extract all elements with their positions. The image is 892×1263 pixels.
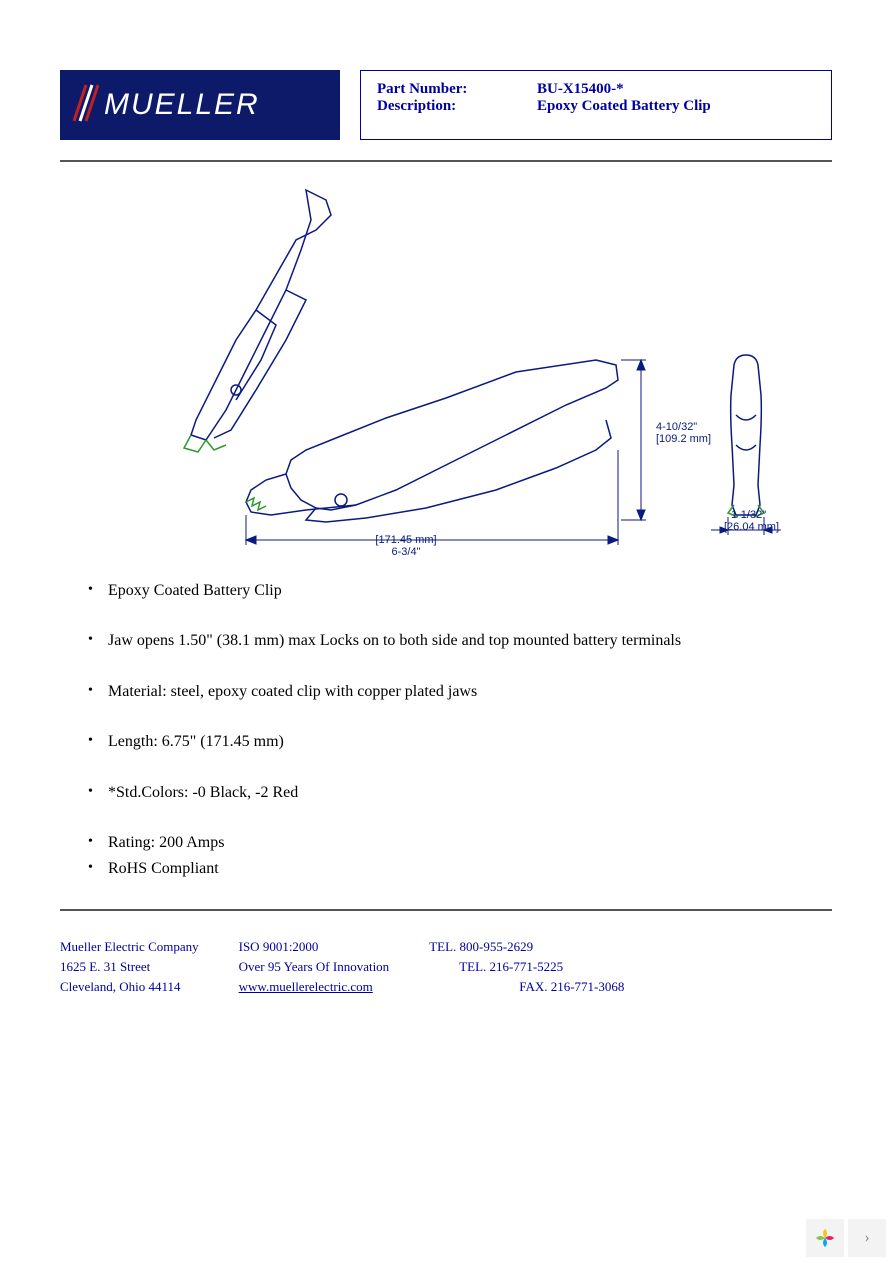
logo-text: MUELLER — [104, 88, 260, 122]
dim-length-in: 6-3/4" — [392, 546, 421, 558]
spec-item: Jaw opens 1.50" (38.1 mm) max Locks on t… — [80, 630, 812, 652]
widget-logo-icon[interactable] — [806, 1219, 844, 1257]
description-label: Description: — [377, 98, 537, 115]
dim-length-mm: [171.45 mm] — [375, 534, 436, 546]
spec-item: Length: 6.75" (171.45 mm) — [80, 731, 812, 753]
chevron-right-icon: › — [864, 1229, 869, 1247]
spec-item: Rating: 200 Amps — [80, 832, 812, 854]
divider-top — [60, 160, 832, 162]
spec-item: *Std.Colors: -0 Black, -2 Red — [80, 782, 812, 804]
tagline: Over 95 Years Of Innovation — [239, 959, 390, 975]
tel-2: TEL. 216-771-5225 — [429, 959, 624, 975]
part-number-label: Part Number: — [377, 81, 537, 98]
spec-item: RoHS Compliant — [80, 858, 812, 880]
header-row: MUELLER Part Number: BU-X15400-* Descrip… — [60, 70, 832, 140]
website-link[interactable]: www.muellerelectric.com — [239, 979, 390, 995]
specifications-list: Epoxy Coated Battery Clip Jaw opens 1.50… — [60, 580, 832, 881]
fax: FAX. 216-771-3068 — [429, 979, 624, 995]
address-line1: 1625 E. 31 Street — [60, 959, 199, 975]
description-value: Epoxy Coated Battery Clip — [537, 98, 711, 115]
footer-address: Mueller Electric Company 1625 E. 31 Stre… — [60, 939, 199, 995]
tel-1: TEL. 800-955-2629 — [429, 939, 624, 955]
page-nav-widget: › — [806, 1219, 886, 1257]
iso-cert: ISO 9001:2000 — [239, 939, 390, 955]
footer-center: ISO 9001:2000 Over 95 Years Of Innovatio… — [239, 939, 390, 995]
dim-width-in: 1-1/32" — [731, 509, 766, 521]
dim-height-in: 4-10/32" — [656, 421, 697, 433]
datasheet-page: MUELLER Part Number: BU-X15400-* Descrip… — [0, 0, 892, 1035]
divider-bottom — [60, 909, 832, 911]
part-number-value: BU-X15400-* — [537, 81, 624, 98]
footer-contact: TEL. 800-955-2629 TEL. 216-771-5225 FAX.… — [429, 939, 624, 995]
technical-drawing: 4-10/32" [109.2 mm] 6-3/4" [171.45 mm] — [60, 180, 832, 560]
address-line2: Cleveland, Ohio 44114 — [60, 979, 199, 995]
spec-item: Epoxy Coated Battery Clip — [80, 580, 812, 602]
mueller-logo: MUELLER — [60, 70, 340, 140]
next-page-button[interactable]: › — [848, 1219, 886, 1257]
dim-height-mm: [109.2 mm] — [656, 433, 711, 445]
company-name: Mueller Electric Company — [60, 939, 199, 955]
part-info-box: Part Number: BU-X15400-* Description: Ep… — [360, 70, 832, 140]
clip-diagram-svg: 4-10/32" [109.2 mm] 6-3/4" [171.45 mm] — [76, 180, 816, 560]
dim-width-mm: [26.04 mm] — [724, 521, 779, 533]
logo-stripes-icon — [72, 83, 100, 128]
footer: Mueller Electric Company 1625 E. 31 Stre… — [60, 929, 832, 995]
spec-item: Material: steel, epoxy coated clip with … — [80, 681, 812, 703]
